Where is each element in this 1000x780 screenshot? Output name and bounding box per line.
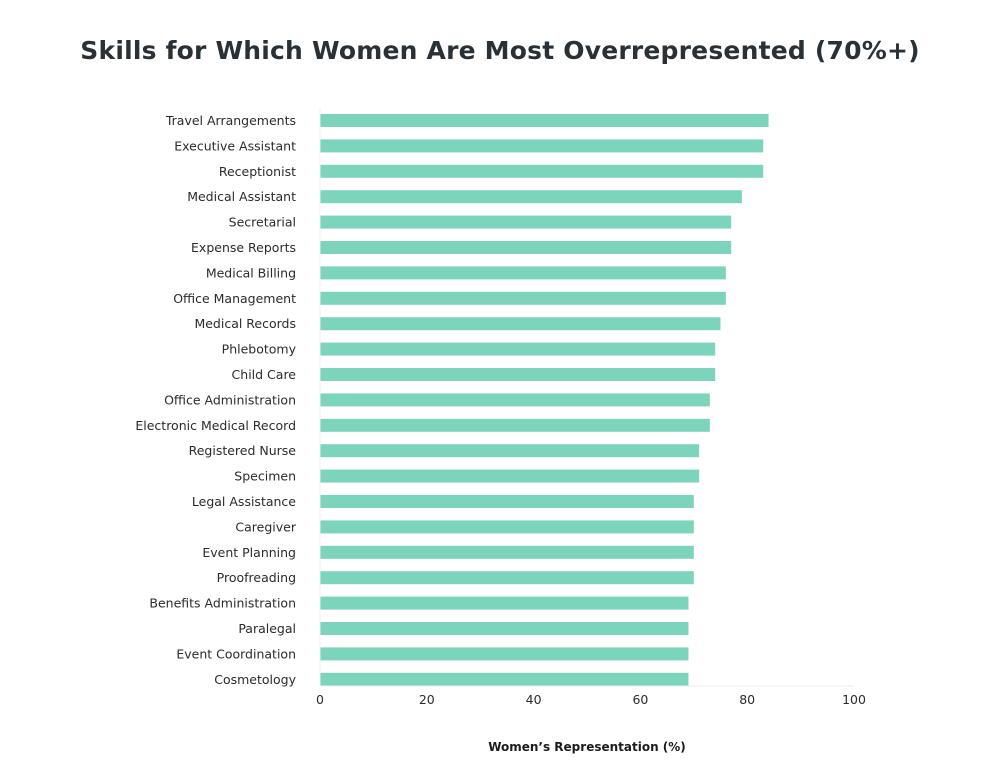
bar xyxy=(320,571,694,585)
category-label: Medical Assistant xyxy=(187,189,296,204)
bar xyxy=(320,190,742,204)
bar xyxy=(320,545,694,559)
category-label: Event Planning xyxy=(202,545,296,560)
category-label: Caregiver xyxy=(235,519,296,534)
bar xyxy=(320,139,764,153)
bar xyxy=(320,672,689,686)
x-tick-label: 0 xyxy=(316,692,324,707)
x-tick-label: 20 xyxy=(419,692,435,707)
bar xyxy=(320,291,726,305)
bar xyxy=(320,647,689,661)
category-label: Legal Assistance xyxy=(192,494,296,509)
category-label: Paralegal xyxy=(238,621,296,636)
bar xyxy=(320,368,716,381)
category-label: Office Administration xyxy=(164,392,296,407)
bar xyxy=(320,215,732,229)
category-label: Office Management xyxy=(173,291,296,306)
x-axis-label: Women’s Representation (%) xyxy=(488,740,686,754)
bar xyxy=(320,266,726,280)
category-label: Benefits Administration xyxy=(149,596,296,611)
bar xyxy=(320,469,700,483)
category-label: Registered Nurse xyxy=(189,443,297,458)
x-tick-label: 100 xyxy=(842,692,866,707)
category-label: Phlebotomy xyxy=(222,342,297,357)
x-tick-label: 60 xyxy=(632,692,648,707)
bar xyxy=(320,114,769,127)
bar xyxy=(320,418,710,432)
category-label: Executive Assistant xyxy=(174,138,296,153)
category-label: Cosmetology xyxy=(214,672,296,687)
x-tick-label: 40 xyxy=(526,692,542,707)
category-label: Event Coordination xyxy=(176,646,296,661)
category-label: Expense Reports xyxy=(191,240,296,255)
bars-layer xyxy=(320,114,769,686)
bar xyxy=(320,342,716,356)
bar xyxy=(320,444,700,458)
category-label: Medical Records xyxy=(194,316,296,331)
bar xyxy=(320,393,710,407)
bar xyxy=(320,241,732,254)
bar xyxy=(320,495,694,508)
category-label: Travel Arrangements xyxy=(165,113,296,128)
bar xyxy=(320,164,764,178)
category-label: Secretarial xyxy=(229,215,296,230)
category-label: Specimen xyxy=(234,469,296,484)
category-labels: Travel Arrangements Executive Assistant Re… xyxy=(135,113,297,687)
x-axis: 0 20 40 60 80 100 xyxy=(316,107,866,707)
chart-title: Skills for Which Women Are Most Overrepr… xyxy=(80,36,920,65)
bar xyxy=(320,596,689,610)
category-label: Child Care xyxy=(232,367,297,382)
x-tick-label: 80 xyxy=(739,692,755,707)
category-label: Receptionist xyxy=(219,164,296,179)
bar xyxy=(320,317,721,331)
category-label: Proofreading xyxy=(217,570,296,585)
category-label: Electronic Medical Record xyxy=(135,418,296,433)
category-label: Medical Billing xyxy=(206,265,296,280)
bar xyxy=(320,520,694,534)
bar xyxy=(320,622,689,635)
